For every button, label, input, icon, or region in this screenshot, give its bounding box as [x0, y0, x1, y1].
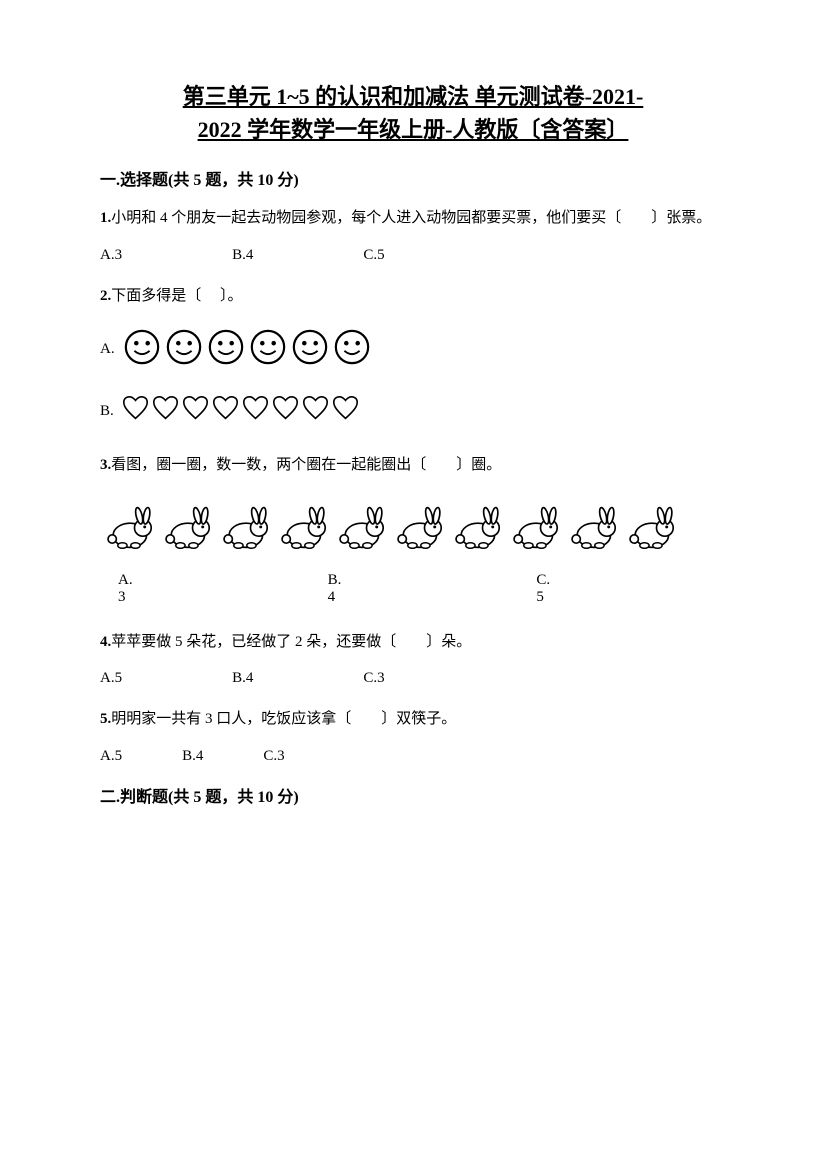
smiley-icon: [291, 328, 329, 366]
q4-number: 4.: [100, 634, 111, 650]
question-1: 1.小明和 4 个朋友一起去动物园参观，每个人进入动物园都要买票，他们要买〔 〕…: [100, 204, 726, 233]
heart-container: [122, 395, 362, 427]
smiley-icon: [207, 328, 245, 366]
q5-options: A.5 B.4 C.3: [100, 748, 726, 765]
q3-option-c: C. 5: [536, 568, 565, 606]
q1-option-c: C.5: [363, 247, 384, 264]
heart-icon: [212, 395, 239, 422]
smiley-icon: [333, 328, 371, 366]
rabbit-icon: [100, 500, 156, 552]
q1-option-a: A.3: [100, 247, 122, 264]
q2-number: 2.: [100, 288, 111, 304]
q4-options: A.5 B.4 C.3: [100, 670, 726, 687]
heart-icon: [242, 395, 269, 422]
rabbit-icon: [332, 500, 388, 552]
q3-text: 看图，圈一圈，数一数，两个圈在一起能圈出〔 〕圈。: [111, 457, 501, 473]
exam-title: 第三单元 1~5 的认识和加减法 单元测试卷-2021- 2022 学年数学一年…: [100, 80, 726, 146]
q1-options: A.3 B.4 C.5: [100, 247, 726, 264]
q5-text: 明明家一共有 3 口人，吃饭应该拿〔 〕双筷子。: [111, 711, 456, 727]
rabbit-icon: [216, 500, 272, 552]
title-line-1: 第三单元 1~5 的认识和加减法 单元测试卷-2021-: [183, 84, 644, 109]
rabbit-icon: [274, 500, 330, 552]
q1-number: 1.: [100, 210, 111, 226]
q3-number: 3.: [100, 457, 111, 473]
q4-option-b: B.4: [232, 670, 253, 687]
rabbit-icon: [158, 500, 214, 552]
question-3: 3.看图，圈一圈，数一数，两个圈在一起能圈出〔 〕圈。: [100, 451, 726, 480]
heart-icon: [272, 395, 299, 422]
smiley-icon: [123, 328, 161, 366]
q3-options: A. 3 B. 4 C. 5: [100, 568, 726, 606]
smiley-icon: [165, 328, 203, 366]
question-4: 4.苹苹要做 5 朵花，已经做了 2 朵，还要做〔 〕朵。: [100, 628, 726, 657]
rabbit-icon: [506, 500, 562, 552]
q4-option-c: C.3: [363, 670, 384, 687]
q4-option-a: A.5: [100, 670, 122, 687]
heart-icon: [182, 395, 209, 422]
rabbit-row: [100, 500, 726, 552]
q5-option-b: B.4: [182, 748, 203, 765]
q2-option-b-row: B.: [100, 395, 726, 427]
heart-icon: [152, 395, 179, 422]
q4-text: 苹苹要做 5 朵花，已经做了 2 朵，还要做〔 〕朵。: [111, 634, 471, 650]
q3-option-b: B. 4: [328, 568, 357, 606]
heart-icon: [332, 395, 359, 422]
smiley-icon: [249, 328, 287, 366]
q1-option-b: B.4: [232, 247, 253, 264]
rabbit-icon: [448, 500, 504, 552]
smiley-container: [123, 328, 375, 371]
q5-number: 5.: [100, 711, 111, 727]
q3-option-a: A. 3: [118, 568, 148, 606]
title-line-2: 2022 学年数学一年级上册-人教版〔含答案〕: [198, 117, 629, 142]
q1-text: 小明和 4 个朋友一起去动物园参观，每个人进入动物园都要买票，他们要买〔 〕张票…: [111, 210, 711, 226]
question-2: 2.下面多得是〔 〕。: [100, 282, 726, 311]
heart-icon: [122, 395, 149, 422]
q2-text: 下面多得是〔 〕。: [111, 288, 242, 304]
q2-label-a: A.: [100, 341, 115, 358]
heart-icon: [302, 395, 329, 422]
rabbit-icon: [390, 500, 446, 552]
rabbit-icon: [622, 500, 678, 552]
q5-option-c: C.3: [263, 748, 284, 765]
rabbit-icon: [564, 500, 620, 552]
section-2-heading: 二.判断题(共 5 题，共 10 分): [100, 783, 726, 807]
q2-label-b: B.: [100, 403, 114, 420]
q2-option-a-row: A.: [100, 328, 726, 371]
question-5: 5.明明家一共有 3 口人，吃饭应该拿〔 〕双筷子。: [100, 705, 726, 734]
section-1-heading: 一.选择题(共 5 题，共 10 分): [100, 166, 726, 190]
q5-option-a: A.5: [100, 748, 122, 765]
